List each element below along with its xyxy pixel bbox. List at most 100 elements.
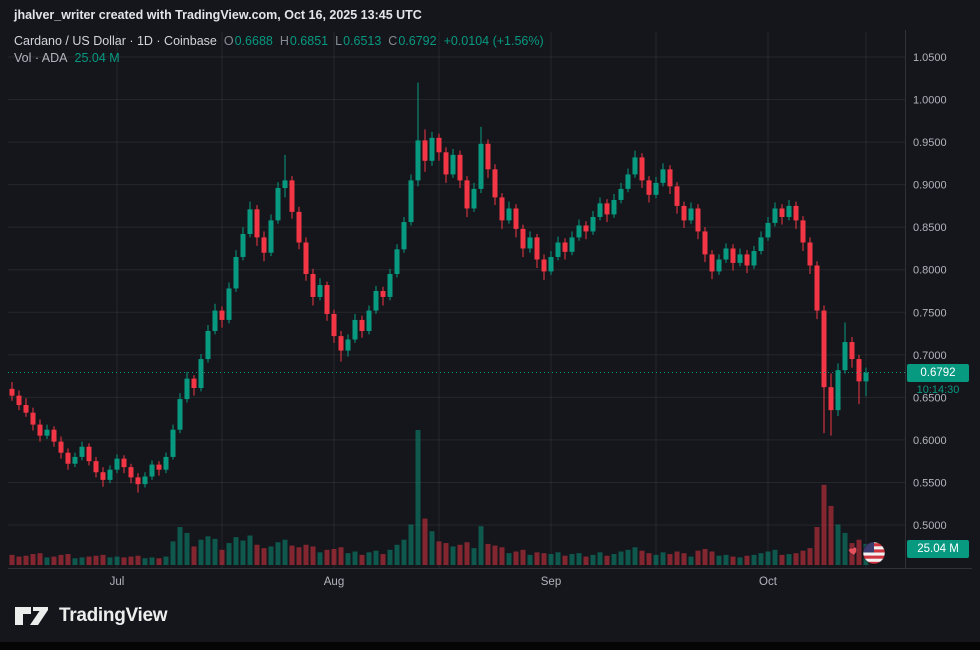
candle-body	[779, 208, 785, 217]
candle-body	[737, 254, 743, 263]
bottom-strip	[0, 642, 980, 650]
snapshot-attribution: jhalver_writer created with TradingView.…	[14, 8, 422, 22]
candle-body	[506, 208, 512, 221]
candle-body	[114, 458, 120, 470]
volume-bar	[296, 547, 302, 565]
candle-body	[800, 220, 806, 243]
candle-body	[660, 169, 666, 183]
volume-bar	[436, 541, 442, 565]
candle-body	[478, 143, 484, 189]
volume-bar	[401, 539, 407, 565]
volume-row-value: 25.04 M	[74, 51, 120, 65]
candle-body	[93, 461, 99, 473]
tradingview-brand-text: TradingView	[59, 605, 168, 626]
volume-bar	[107, 557, 113, 565]
candle-body	[632, 157, 638, 175]
volume-bar	[744, 555, 750, 565]
usa-flag-sticker-icon	[848, 541, 886, 565]
volume-bar	[492, 545, 498, 565]
volume-bar	[233, 537, 239, 565]
tradingview-footer-logo[interactable]: TradingView	[14, 603, 168, 629]
candle-body	[674, 186, 680, 206]
volume-bar	[121, 557, 127, 565]
candle-body	[380, 291, 386, 297]
volume-bar	[807, 548, 813, 565]
candle-body	[408, 180, 414, 223]
candle-body	[471, 188, 477, 209]
ohlc-high: H 0.6851	[279, 34, 329, 48]
volume-bar	[429, 531, 435, 565]
time-tick-label: Oct	[759, 576, 778, 588]
candle-body	[373, 291, 379, 311]
candle-body	[338, 336, 344, 351]
candle-body	[499, 197, 505, 221]
volume-bar	[156, 558, 162, 565]
volume-bar	[422, 518, 428, 565]
volume-bar	[9, 554, 15, 565]
volume-bar	[751, 554, 757, 565]
candle-body	[695, 208, 701, 232]
candle-body	[191, 378, 197, 389]
candle-body	[247, 209, 253, 234]
candle-body	[422, 140, 428, 161]
volume-bar	[51, 556, 57, 565]
volume-bar	[352, 551, 358, 565]
volume-bar	[44, 557, 50, 565]
volume-bar	[667, 554, 673, 565]
volume-bar	[632, 547, 638, 565]
candle-body	[786, 205, 792, 217]
volume-bar	[387, 549, 393, 565]
candle-body	[590, 216, 596, 232]
candle-body	[828, 387, 834, 411]
volume-bar	[730, 556, 736, 565]
candle-body	[79, 446, 85, 457]
volume-bar	[191, 546, 197, 565]
volume-bar	[842, 532, 848, 565]
volume-bar	[821, 484, 827, 565]
candle-body	[366, 310, 372, 331]
volume-bar	[800, 550, 806, 565]
price-tick-label: 0.7500	[913, 307, 947, 319]
price-tick-label: 0.5500	[913, 477, 947, 489]
candle-body	[765, 222, 771, 238]
candle-body	[527, 237, 533, 249]
volume-bar	[835, 524, 841, 565]
volume-bar	[772, 549, 778, 565]
candle-body	[198, 359, 204, 389]
candle-body	[716, 259, 722, 272]
volume-bar	[548, 554, 554, 565]
legend-row-volume: Vol · ADA 25.04 M	[14, 51, 544, 65]
volume-bar	[338, 547, 344, 565]
last-price-badge: 0.6792	[907, 363, 969, 382]
price-tick-label: 1.0500	[913, 52, 947, 64]
volume-bar	[394, 544, 400, 565]
volume-bar	[198, 539, 204, 565]
volume-bar	[23, 555, 29, 565]
candle-body	[226, 288, 232, 320]
volume-bar	[240, 540, 246, 565]
candle-body	[219, 310, 225, 320]
candle-body	[100, 472, 106, 480]
candle-body	[751, 251, 757, 266]
volume-bar	[247, 535, 253, 565]
candle-body	[394, 249, 400, 274]
volume-bar	[478, 526, 484, 565]
volume-bar	[716, 555, 722, 565]
candle-body	[303, 242, 309, 274]
volume-bar	[681, 553, 687, 565]
volume-bar	[443, 543, 449, 565]
candle-body	[331, 313, 337, 337]
volume-bar	[457, 544, 463, 565]
price-axis[interactable]	[905, 30, 980, 568]
candle-body	[58, 441, 64, 453]
volume-bar	[205, 536, 211, 565]
candle-body	[296, 211, 302, 243]
time-axis[interactable]	[8, 568, 972, 594]
volume-bar	[408, 524, 414, 565]
candle-body	[37, 424, 43, 436]
volume-bar	[695, 550, 701, 565]
volume-bar	[723, 554, 729, 565]
candle-body	[44, 429, 50, 436]
